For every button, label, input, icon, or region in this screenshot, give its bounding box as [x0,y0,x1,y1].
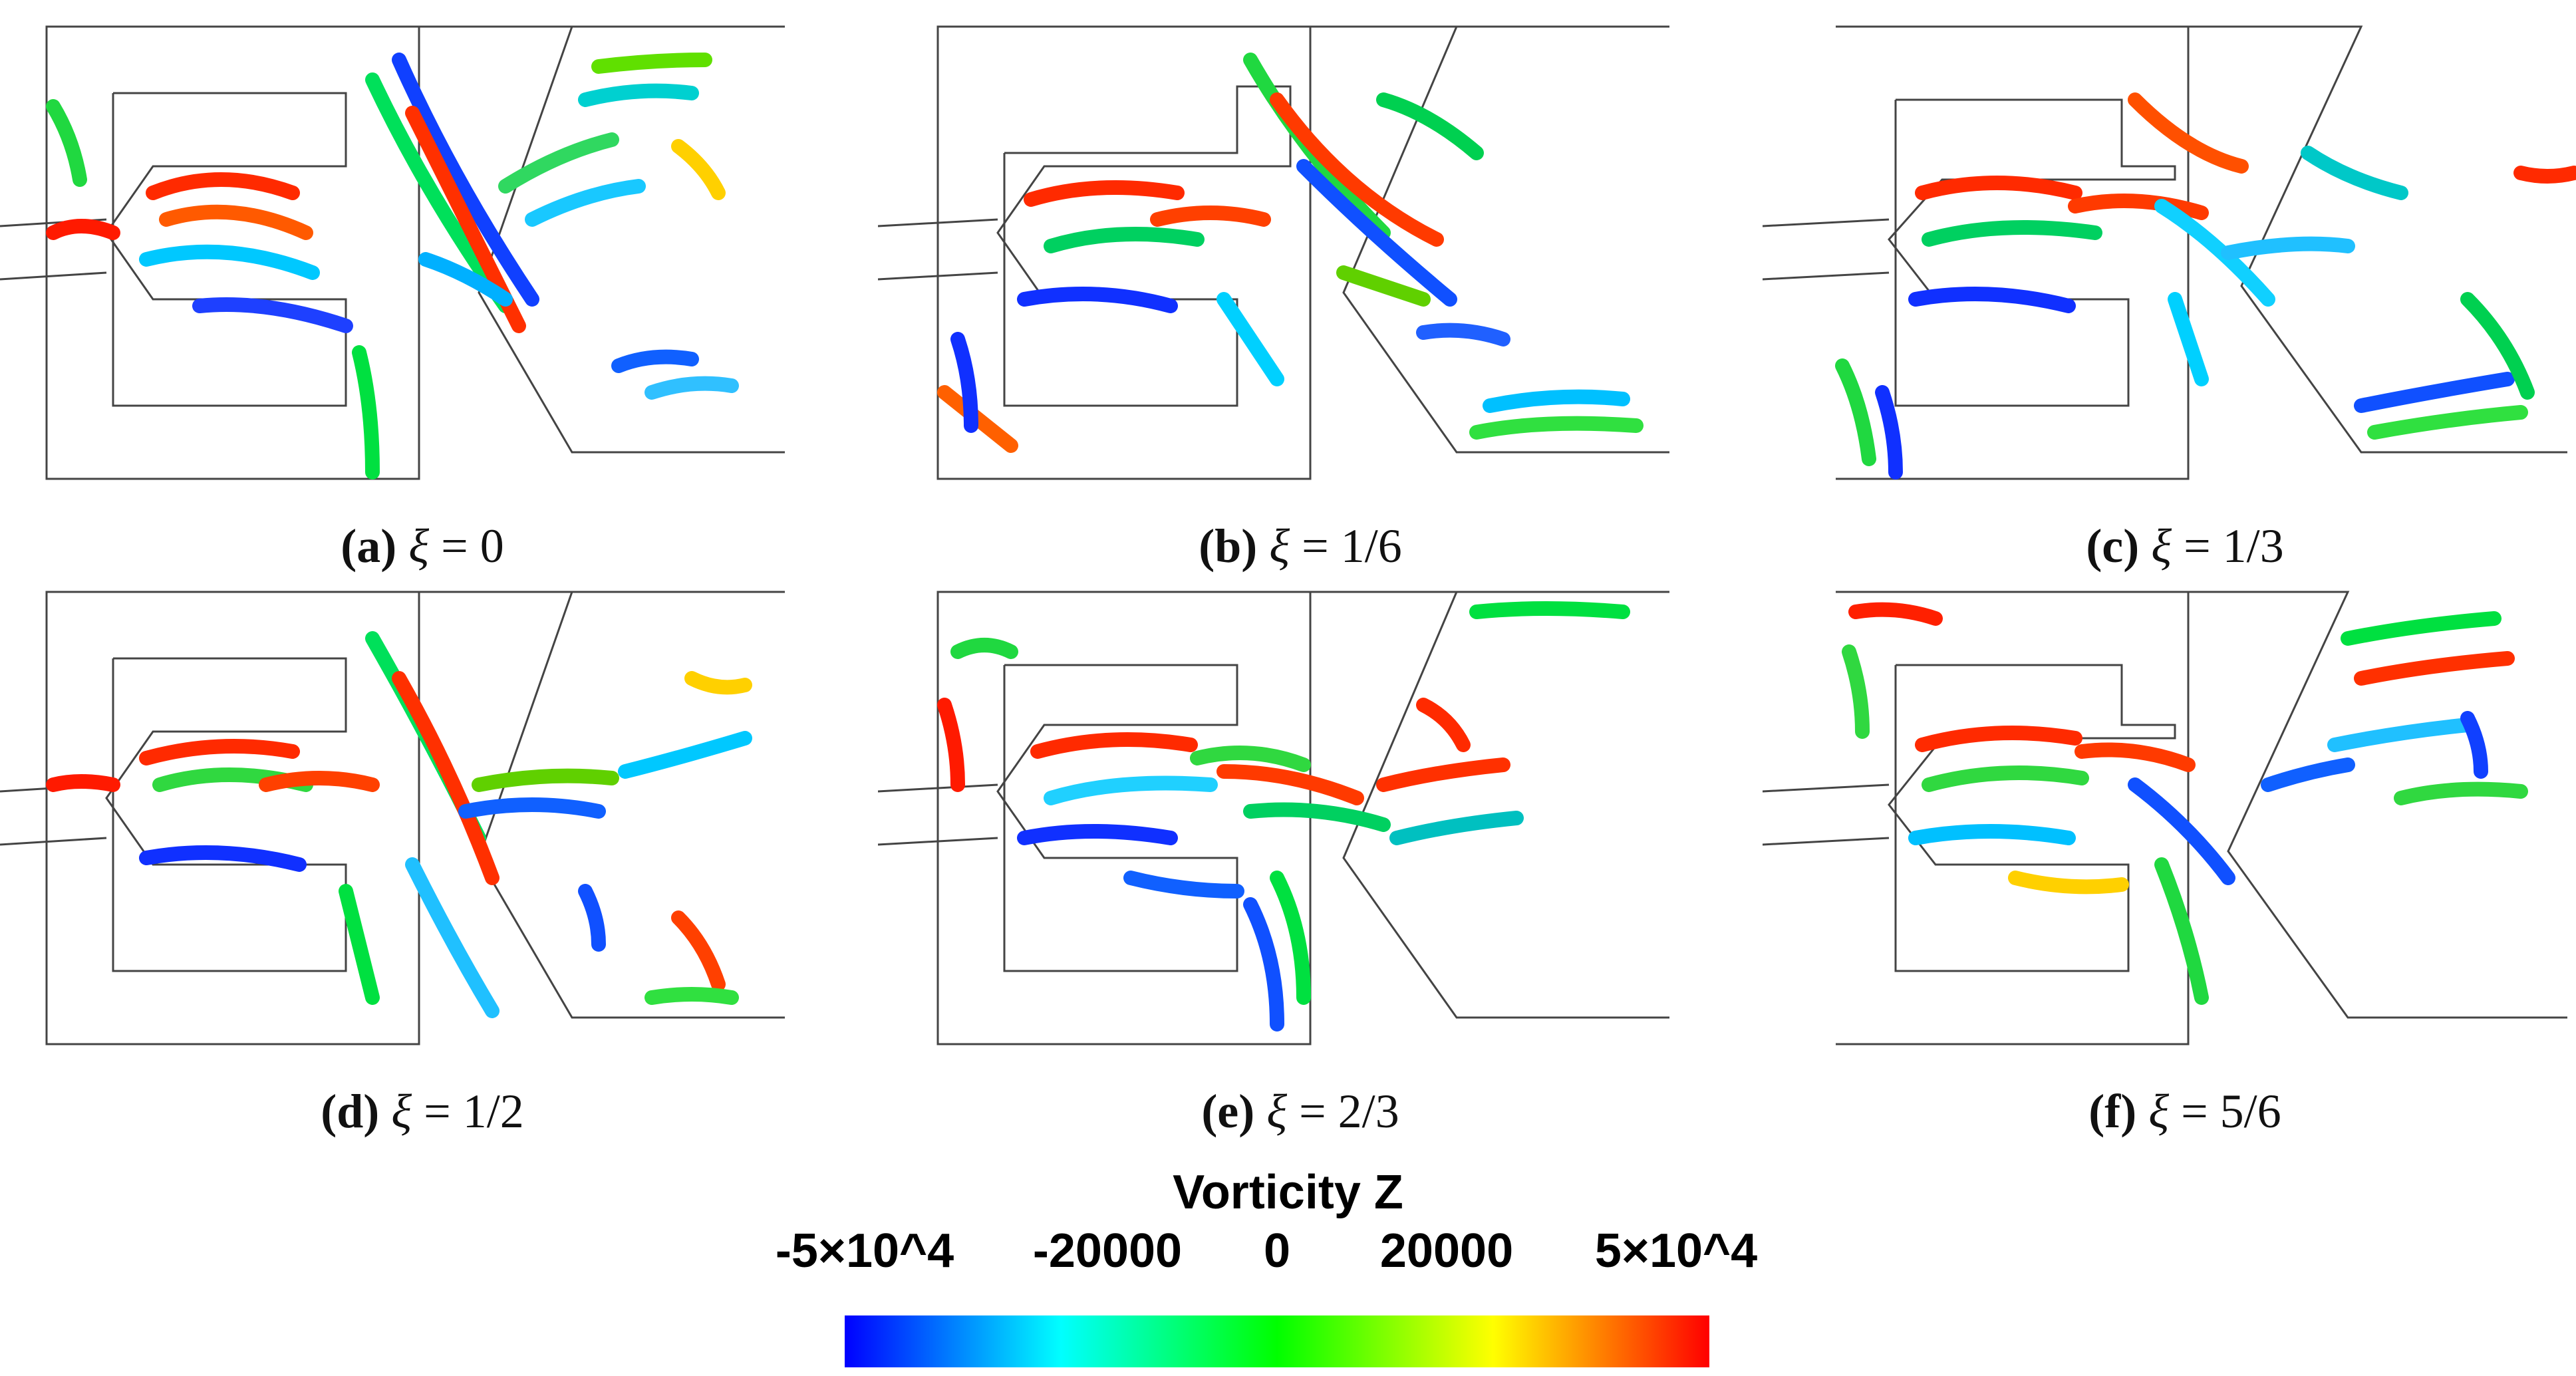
vorticity-panel-c [1763,20,2576,512]
panel-caption-e: (e) ξ = 2/3 [878,1084,1723,1139]
colorbar-tick-label: 0 [1263,1224,1291,1278]
xi-symbol: ξ [2148,1085,2170,1138]
xi-value-e: = 2/3 [1299,1085,1399,1138]
xi-value-c: = 1/3 [2184,519,2284,573]
vorticity-isosurface-plot [878,25,1669,480]
panel-caption-b: (b) ξ = 1/6 [878,519,1723,574]
panel-label-c: (c) [2086,519,2140,573]
vorticity-isosurface-plot [0,25,785,480]
panel-label-f: (f) [2088,1085,2137,1138]
panel-caption-f: (f) ξ = 5/6 [1763,1084,2576,1139]
colorbar-tick-label: -20000 [1032,1224,1183,1278]
panel-label-b: (b) [1199,519,1258,573]
panel-caption-c: (c) ξ = 1/3 [1763,519,2576,574]
xi-value-d: = 1/2 [424,1085,524,1138]
vorticity-panel-e [878,585,1723,1077]
vorticity-panel-d [0,585,845,1077]
xi-symbol: ξ [408,519,430,573]
colorbar-tick-label: -5×10^4 [775,1224,954,1278]
colorbar-title: Vorticity Z [1173,1166,1403,1219]
xi-value-f: = 5/6 [2181,1085,2281,1138]
xi-symbol: ξ [1269,519,1290,573]
vorticity-isosurface-plot [1763,25,2576,480]
colorbar-tick-label: 20000 [1379,1224,1514,1278]
colorbar-tick-label: 5×10^4 [1594,1224,1758,1278]
xi-symbol: ξ [391,1085,412,1138]
xi-value-b: = 1/6 [1302,519,1402,573]
vorticity-panel-a [0,20,845,512]
panel-label-d: (d) [321,1085,380,1138]
panel-caption-d: (d) ξ = 1/2 [0,1084,845,1139]
vorticity-isosurface-plot [1763,591,2567,1045]
panel-label-e: (e) [1201,1085,1255,1138]
vorticity-isosurface-plot [878,591,1669,1045]
xi-symbol: ξ [2151,519,2172,573]
colorbar-gradient [845,1315,1709,1367]
vorticity-isosurface-plot [0,591,785,1045]
vorticity-panel-b [878,20,1723,512]
xi-value-a: = 0 [441,519,504,573]
panel-label-a: (a) [341,519,397,573]
xi-symbol: ξ [1266,1085,1288,1138]
panel-caption-a: (a) ξ = 0 [0,519,845,574]
vorticity-panel-f [1763,585,2576,1077]
